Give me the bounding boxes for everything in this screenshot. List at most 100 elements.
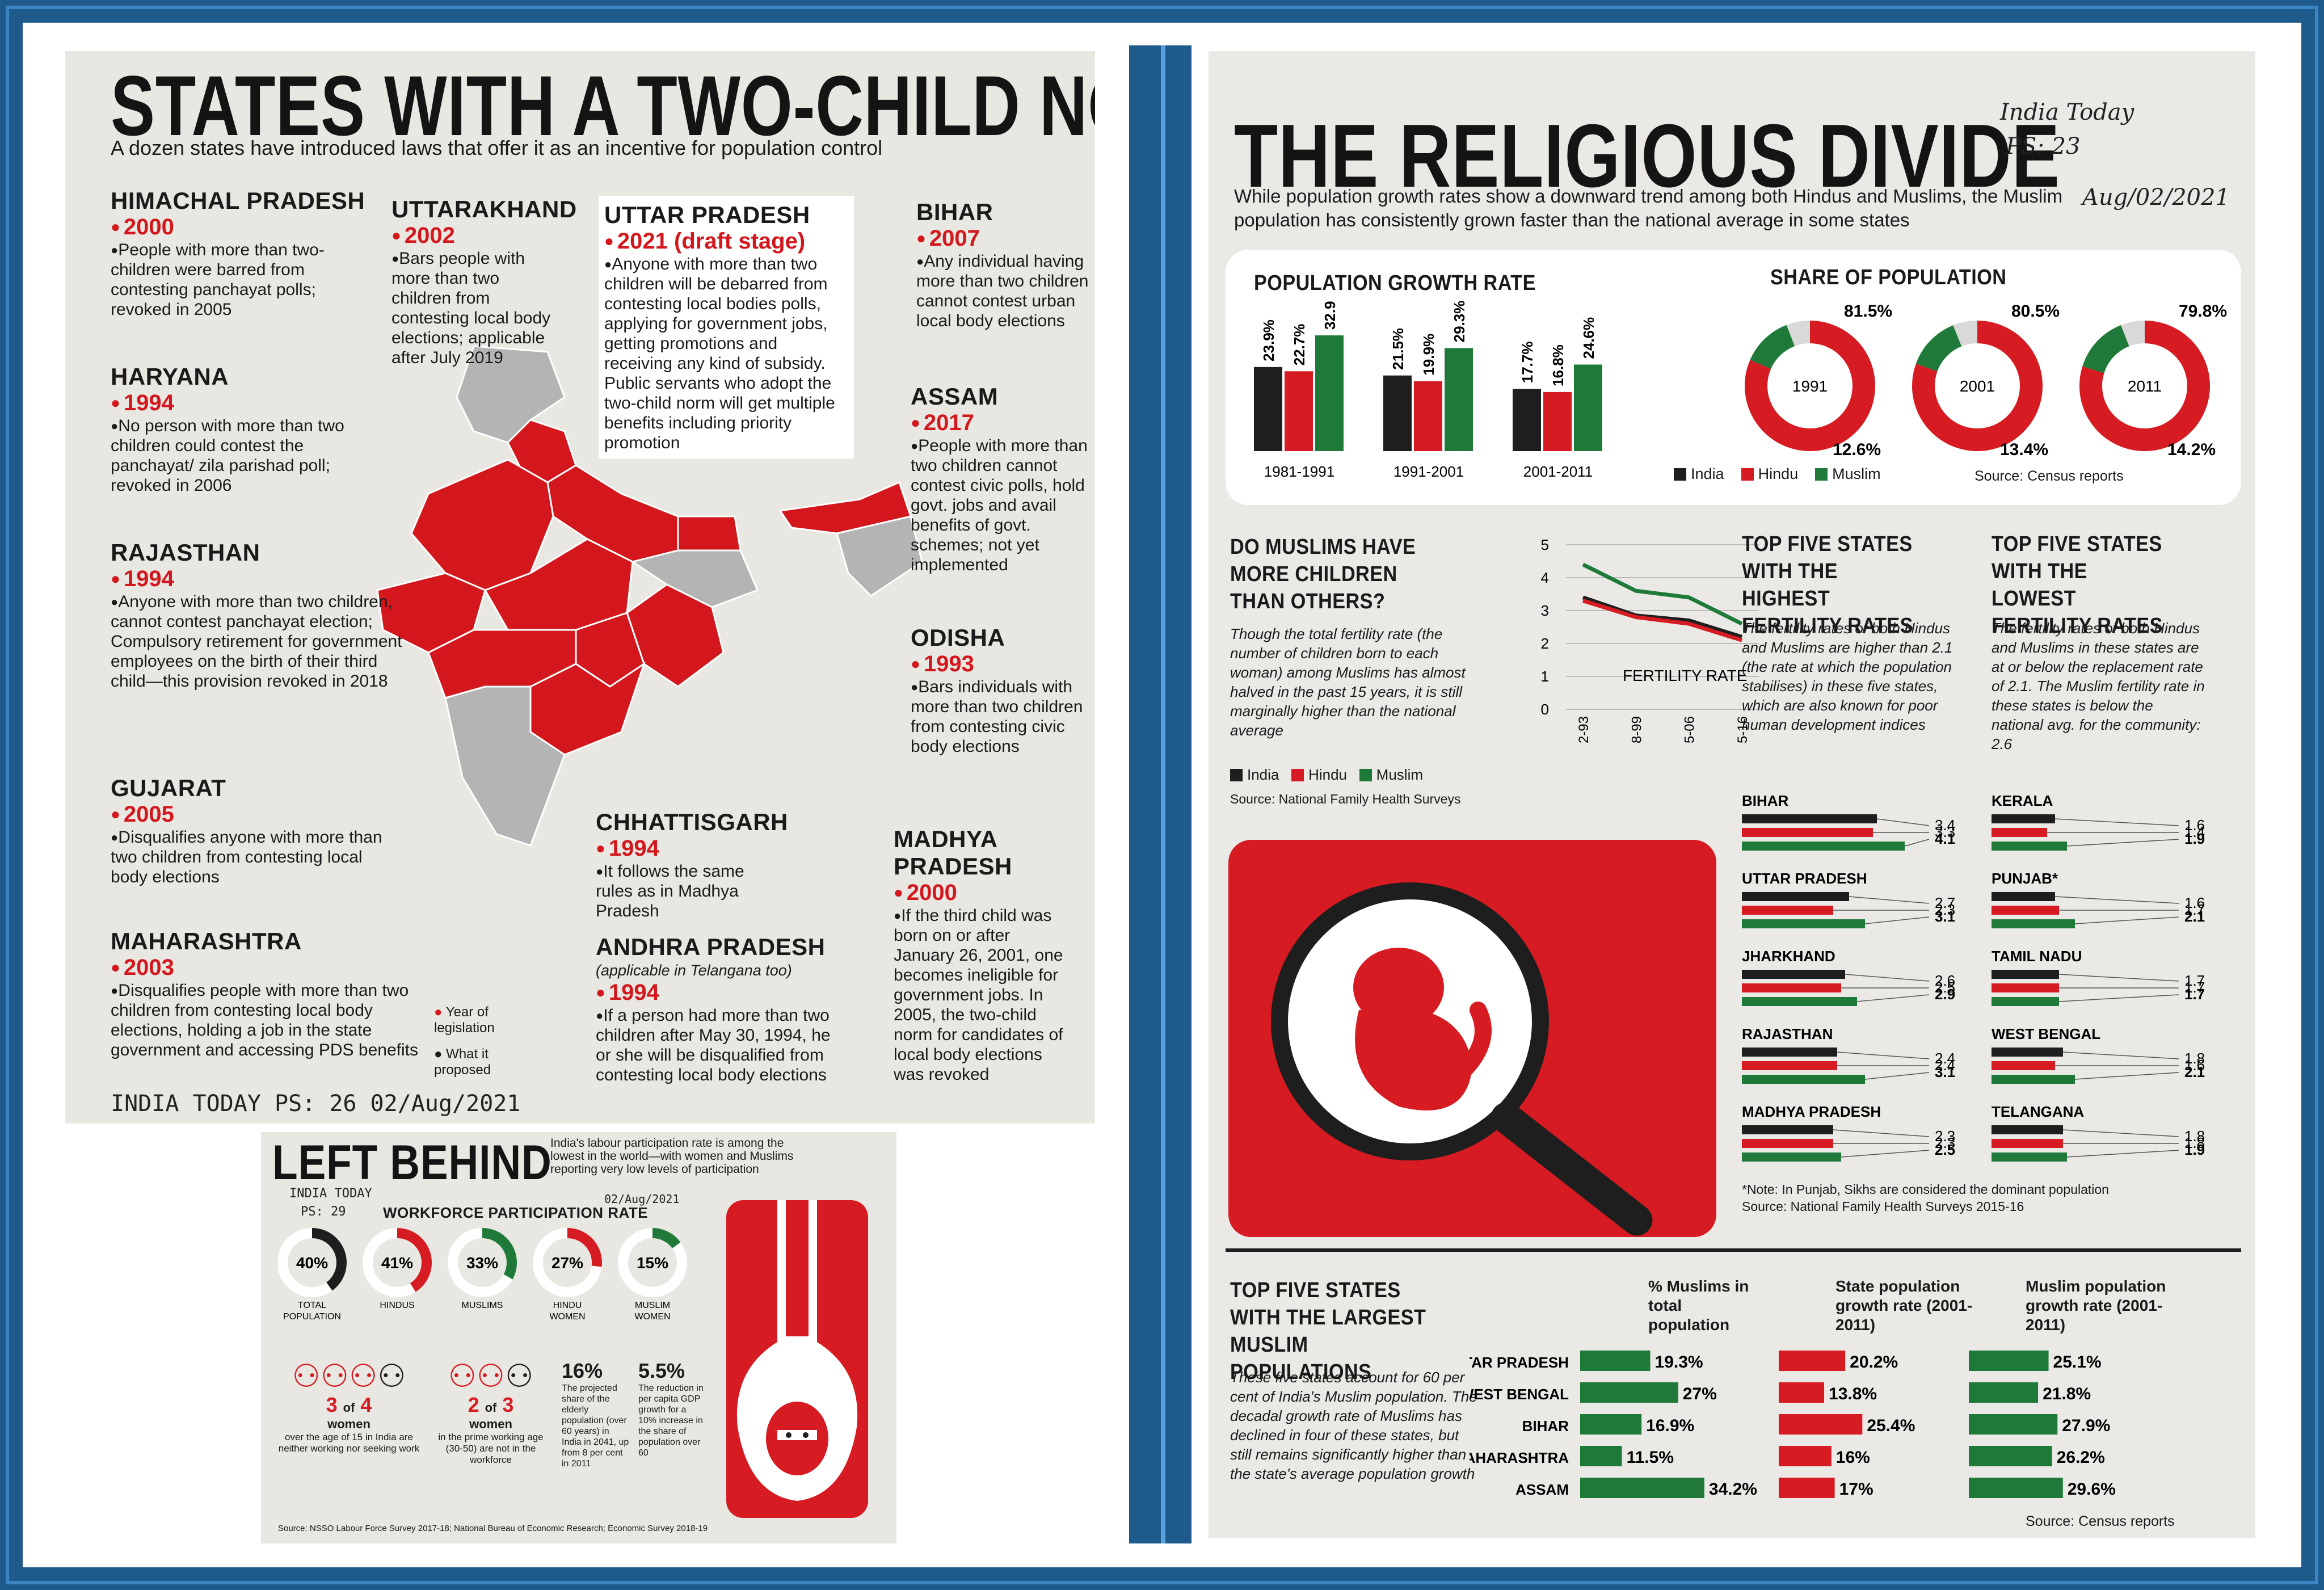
state-bar xyxy=(1742,997,1857,1006)
state-name-label: WEST BENGAL xyxy=(1992,1025,2100,1042)
state-bar-leader xyxy=(1904,839,1930,847)
state-bar-leader xyxy=(1837,1051,1930,1059)
fert-line-india xyxy=(1582,595,1743,639)
state-uttar-pradesh: UTTAR PRADESH 2021 (draft stage) Anyone … xyxy=(599,196,854,459)
pgr-bar xyxy=(1315,335,1344,451)
fert-ytick-label: 3 xyxy=(1541,602,1549,619)
donut-arc xyxy=(618,1228,687,1297)
left-subtitle: A dozen states have introduced laws that… xyxy=(111,136,883,159)
state-bar-leader xyxy=(2074,1072,2179,1080)
muslim-state-bar xyxy=(1779,1446,1832,1466)
muslim-state-name: WEST BENGAL xyxy=(1470,1386,1569,1403)
fert-note: *Note: In Punjab, Sikhs are considered t… xyxy=(1742,1182,2109,1197)
lb-chart-title: WORKFORCE PARTICIPATION RATE xyxy=(383,1204,649,1221)
muslim-state-bar xyxy=(1779,1382,1825,1403)
muslim-state-name: BIHAR xyxy=(1522,1417,1569,1435)
donut-caption: POPULATION xyxy=(283,1312,341,1322)
state-bar-leader xyxy=(2054,896,2179,904)
state-madhya-pradesh: MADHYA PRADESH 2000 If the third child w… xyxy=(894,826,1075,1084)
muslim-state-bar xyxy=(1969,1446,2052,1466)
state-assam: ASSAM 2017 People with more than two chi… xyxy=(911,383,1092,575)
muslim-state-value: 29.6% xyxy=(2068,1480,2116,1499)
state-bar xyxy=(1992,1139,2063,1148)
state-bar-leader xyxy=(2066,839,2179,847)
top-low-title: TOP FIVE STATES WITH THE LOWEST FERTILIT… xyxy=(1992,532,2163,638)
state-bar xyxy=(1742,919,1865,928)
state-bar-leader xyxy=(2058,974,2179,982)
state-bar-value: 2.1 xyxy=(2184,908,2205,925)
fertility-question: DO MUSLIMS HAVE MORE CHILDREN THAN OTHER… xyxy=(1230,535,1416,613)
state-bar xyxy=(1742,828,1873,837)
state-bar-leader xyxy=(2066,1150,2179,1158)
right-subtitle: While population growth rates show a dow… xyxy=(1234,186,2063,230)
legend-proposed: ● What it proposed xyxy=(434,1046,491,1078)
pgr-title: POPULATION GROWTH RATE xyxy=(1254,271,1536,295)
muslim-state-bar xyxy=(1969,1382,2039,1403)
state-andhra-pradesh: ANDHRA PRADESH (applicable in Telangana … xyxy=(596,933,845,1085)
muslim-state-bar xyxy=(1580,1478,1704,1498)
state-bar-value: 1.7 xyxy=(2184,901,2205,918)
top-high-text: The fertility rates of both Hindus and M… xyxy=(1742,620,1953,733)
donut-caption: WOMEN xyxy=(549,1312,585,1322)
share-year-label: 2011 xyxy=(2128,377,2162,395)
share-muslim-label: 13.4% xyxy=(2000,440,2048,459)
map-ap-red xyxy=(529,662,646,756)
pgr-bar-label: 29.3% xyxy=(1451,301,1468,342)
muslim-state-value: 27.9% xyxy=(2062,1416,2110,1435)
pgr-bar-label: 32.9% xyxy=(1321,301,1338,330)
state-bar-value: 2.1 xyxy=(2184,1063,2205,1080)
share-title: SHARE OF POPULATION xyxy=(1770,266,2007,289)
women-icons-3: ⚇⚇⚇ xyxy=(448,1358,534,1394)
donut-arc xyxy=(533,1228,602,1297)
right-title: THE RELIGIOUS DIVIDE xyxy=(1234,106,2060,206)
outer-frame xyxy=(6,6,2318,1584)
state-haryana: HARYANA 1994 No person with more than tw… xyxy=(111,363,372,495)
state-bar-leader xyxy=(1833,1129,1930,1137)
state-bar xyxy=(1742,1139,1833,1148)
workforce-donuts: 40% TOTAL POPULATION 41% HINDUS 33% MUSLIMS 27%… xyxy=(278,1228,687,1322)
legend-year: ● Year of legislation xyxy=(434,1004,495,1036)
pgr-category-label: 1981-1991 xyxy=(1264,463,1334,480)
fert-ytick-label: 0 xyxy=(1541,701,1549,718)
pgr-category-label: 2001-2011 xyxy=(1523,463,1593,480)
pgr-bar xyxy=(1445,348,1473,451)
col2-header: State population growth rate (2001-2011) xyxy=(1835,1277,1973,1334)
donut-caption: MUSLIMS xyxy=(462,1301,503,1310)
panel-divider xyxy=(1129,45,1192,1543)
pgr-bar xyxy=(1383,375,1412,451)
lb-subtitle: India's labour participation rate is amo… xyxy=(550,1137,794,1176)
right-hw-1: India Today xyxy=(2000,99,2134,125)
share-hindu-arc xyxy=(1745,321,1875,451)
map-raj-red xyxy=(410,459,554,591)
muslim-state-bar xyxy=(1779,1414,1863,1435)
state-name-label: TELANGANA xyxy=(1992,1103,2084,1120)
state-bar-value: 2.6 xyxy=(1935,972,1955,989)
state-bar-leader xyxy=(1864,916,1930,924)
state-bar-value: 3.1 xyxy=(1935,1063,1955,1080)
state-bar xyxy=(1742,983,1841,992)
state-uttarakhand: UTTARAKHAND 2002 Bars people with more t… xyxy=(391,196,576,368)
state-himachal: HIMACHAL PRADESH 2000 People with more t… xyxy=(111,187,372,319)
state-bar xyxy=(1992,814,2055,823)
lb-title: LEFT BEHIND xyxy=(272,1135,552,1190)
share-hindu-label: 80.5% xyxy=(2011,302,2060,321)
state-bar-value: 1.8 xyxy=(2184,1134,2205,1151)
state-name-label: KERALA xyxy=(1992,792,2053,809)
lb-stat4: 5.5% The reduction in per capita GDP gro… xyxy=(638,1359,704,1458)
muslim-states-title: TOP FIVE STATES WITH THE LARGEST MUSLIM … xyxy=(1230,1278,1426,1384)
state-bar-value: 2.3 xyxy=(1935,1134,1955,1151)
lb-stat1: ⚇⚇⚇⚇ 3 of 4 women over the age of 15 in … xyxy=(278,1358,420,1454)
state-bar-value: 2.3 xyxy=(1935,1128,1955,1145)
muslim-state-bar xyxy=(1969,1414,2058,1435)
pgr-bar xyxy=(1254,367,1282,451)
state-bar xyxy=(1992,997,2059,1006)
share-hindu-label: 79.8% xyxy=(2179,302,2227,321)
pgr-bar xyxy=(1285,371,1313,451)
state-name-label: UTTAR PRADESH xyxy=(1742,870,1867,887)
muslim-states-text: These five states account for 60 per cen… xyxy=(1230,1369,1477,1482)
state-bar-leader xyxy=(1841,1150,1930,1158)
fert-line-hindu xyxy=(1582,599,1743,642)
right-hw-3: Aug/02/2021 xyxy=(2082,184,2230,211)
fert-x-label: 1992-93 xyxy=(1576,716,1592,743)
state-name-label: TAMIL NADU xyxy=(1992,948,2082,965)
